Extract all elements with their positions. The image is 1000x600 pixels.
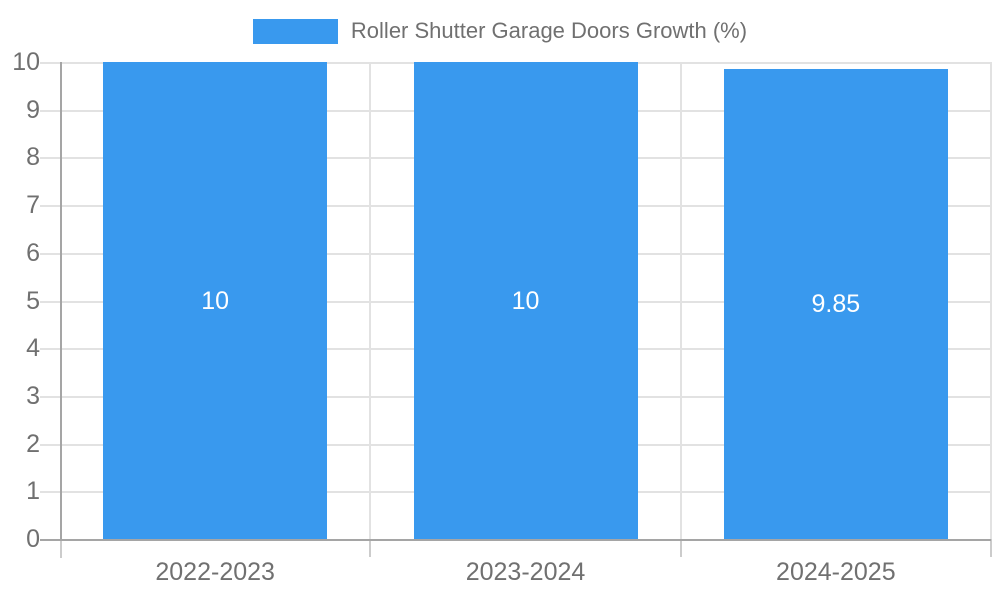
y-tick-label: 5 <box>26 286 40 315</box>
x-axis-tick <box>990 539 992 557</box>
y-tick-label: 7 <box>26 191 40 220</box>
y-tick-label: 3 <box>26 381 40 410</box>
y-tick-label: 0 <box>26 525 40 553</box>
chart-legend: Roller Shutter Garage Doors Growth (%) <box>0 18 1000 44</box>
bar: 10 <box>413 62 638 539</box>
x-axis-tick <box>369 539 372 557</box>
bar: 10 <box>103 62 328 539</box>
x-axis-tick <box>679 539 682 557</box>
gridline-vertical <box>369 62 372 539</box>
gridline-vertical <box>990 62 992 539</box>
x-axis-line <box>40 539 991 541</box>
legend-label: Roller Shutter Garage Doors Growth (%) <box>350 18 748 43</box>
y-tick-label: 10 <box>12 48 40 76</box>
x-category-label: 2023-2024 <box>465 558 586 586</box>
y-axis-tail <box>60 539 62 558</box>
legend-swatch <box>252 18 338 44</box>
bar-value-label: 10 <box>511 286 540 315</box>
bar-value-label: 9.85 <box>811 290 861 319</box>
plot-area: 10 10 9.85 <box>40 62 992 558</box>
gridline-vertical <box>679 62 682 539</box>
y-tick-label: 8 <box>26 143 40 172</box>
x-category-label: 2022-2023 <box>155 558 275 586</box>
y-tick-label: 4 <box>26 334 40 363</box>
bar: 9.85 <box>723 69 948 539</box>
y-axis-line <box>60 62 62 539</box>
bar-value-label: 10 <box>201 286 230 315</box>
y-tick-label: 6 <box>26 238 40 267</box>
x-category-label: 2024-2025 <box>776 558 896 586</box>
y-tick-label: 9 <box>26 95 40 124</box>
y-tick-label: 2 <box>26 429 40 458</box>
y-tick-label: 1 <box>26 477 40 506</box>
